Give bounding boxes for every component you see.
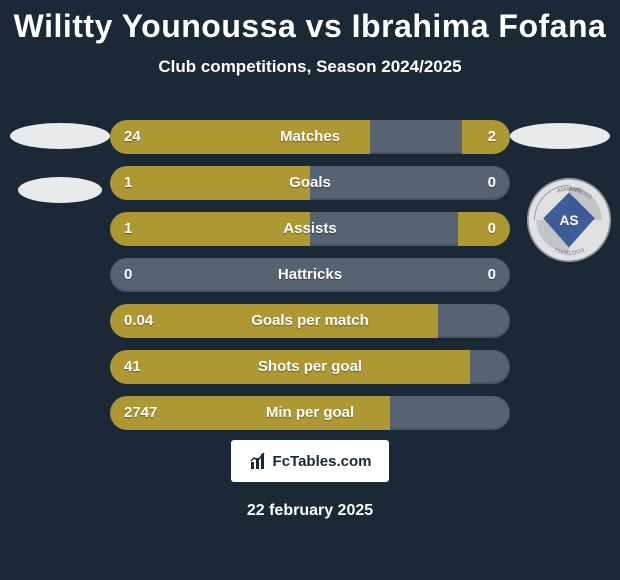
player2-club-crest: AS AMIENS AMIENS FOOTBALL bbox=[526, 177, 612, 263]
stat-right-value: 2 bbox=[488, 120, 496, 154]
stat-label: Min per goal bbox=[110, 396, 510, 430]
stat-row-assists: 1 Assists 0 bbox=[110, 212, 510, 246]
chart-icon bbox=[249, 451, 269, 471]
stat-right-value: 0 bbox=[488, 166, 496, 200]
branding-text: FcTables.com bbox=[273, 453, 372, 470]
stat-label: Assists bbox=[110, 212, 510, 246]
stats-container: 24 Matches 2 1 Goals 0 1 Assists 0 0 Hat… bbox=[110, 120, 510, 442]
stat-row-hattricks: 0 Hattricks 0 bbox=[110, 258, 510, 292]
stat-row-gpm: 0.04 Goals per match bbox=[110, 304, 510, 338]
player1-badge-1 bbox=[10, 123, 110, 149]
svg-text:AS: AS bbox=[559, 213, 578, 228]
stat-right-value: 0 bbox=[488, 258, 496, 292]
stat-row-goals: 1 Goals 0 bbox=[110, 166, 510, 200]
stat-row-mpg: 2747 Min per goal bbox=[110, 396, 510, 430]
page-title: Wilitty Younoussa vs Ibrahima Fofana bbox=[0, 0, 620, 45]
date-text: 22 february 2025 bbox=[0, 502, 620, 520]
stat-row-spg: 41 Shots per goal bbox=[110, 350, 510, 384]
branding-box: FcTables.com bbox=[231, 440, 389, 482]
page-subtitle: Club competitions, Season 2024/2025 bbox=[0, 57, 620, 77]
player1-badge-2 bbox=[18, 177, 102, 203]
stat-label: Goals bbox=[110, 166, 510, 200]
player2-badge-1 bbox=[510, 123, 610, 149]
stat-label: Shots per goal bbox=[110, 350, 510, 384]
stat-label: Goals per match bbox=[110, 304, 510, 338]
stat-right-value: 0 bbox=[488, 212, 496, 246]
stat-label: Matches bbox=[110, 120, 510, 154]
stat-row-matches: 24 Matches 2 bbox=[110, 120, 510, 154]
stat-label: Hattricks bbox=[110, 258, 510, 292]
